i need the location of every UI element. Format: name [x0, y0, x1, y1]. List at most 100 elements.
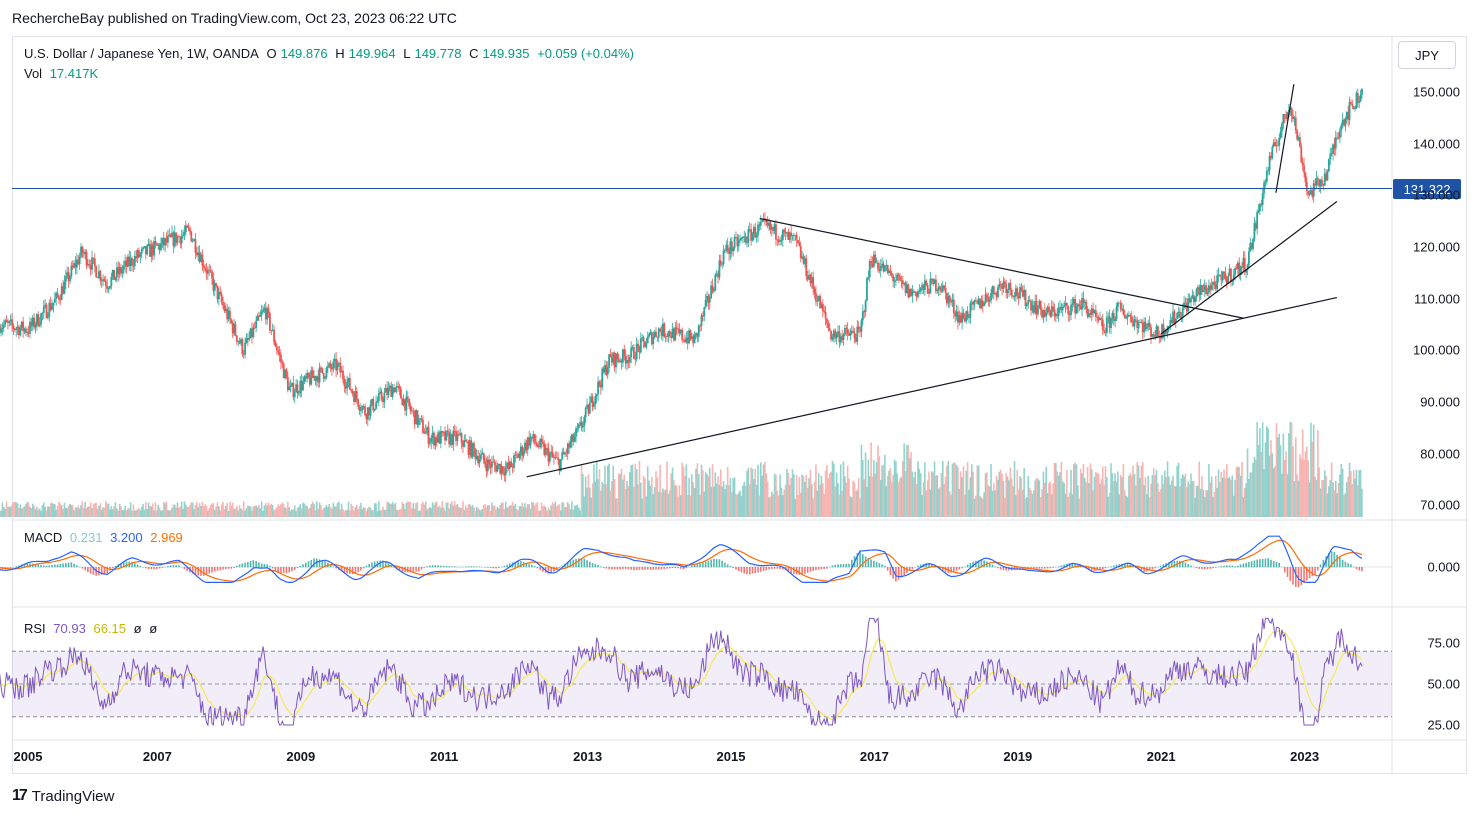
candle-body — [863, 311, 866, 313]
macd-histogram-bar — [602, 567, 605, 568]
volume-bar — [539, 510, 541, 517]
volume-bar — [1266, 426, 1268, 517]
macd-histogram-bar — [586, 560, 588, 568]
macd-histogram-bar — [40, 565, 42, 568]
volume-bar — [732, 478, 735, 517]
vol-label[interactable]: Vol — [24, 66, 43, 81]
macd-histogram-bar — [848, 563, 850, 568]
candle-body — [1359, 94, 1362, 102]
candle-body — [383, 392, 386, 403]
candle-body — [1355, 93, 1358, 109]
volume-bar — [241, 509, 244, 517]
candle-body — [1354, 108, 1356, 110]
candle-body — [166, 235, 169, 243]
macd-histogram-bar — [1123, 563, 1126, 568]
symbol-title[interactable]: U.S. Dollar / Japanese Yen, 1W, OANDA — [24, 46, 259, 61]
volume-bar — [426, 509, 428, 517]
macd-histogram-bar — [1030, 567, 1032, 569]
candle-body — [328, 363, 331, 367]
candle-body — [1299, 137, 1301, 147]
volume-bar — [1279, 445, 1282, 517]
volume-bar — [560, 510, 562, 517]
candle-body — [504, 467, 507, 476]
volume-bar — [782, 495, 784, 517]
macd-histogram-bar — [779, 567, 781, 569]
volume-bar — [543, 505, 546, 517]
volume-bar — [856, 489, 859, 517]
volume-bar — [1235, 466, 1238, 517]
macd-label[interactable]: MACD — [24, 530, 63, 545]
candle-body — [52, 302, 55, 307]
volume-bar — [980, 497, 983, 517]
macd-histogram-bar — [1143, 567, 1145, 572]
volume-bar — [1061, 481, 1064, 517]
candle-body — [604, 365, 606, 373]
macd-histogram-bar — [222, 567, 224, 570]
macd-histogram-bar — [1088, 567, 1090, 570]
candle-body — [537, 446, 540, 448]
candle-body — [435, 437, 438, 443]
macd-histogram-bar — [616, 567, 619, 570]
volume-bar — [1143, 484, 1145, 517]
candle-body — [542, 441, 544, 444]
macd-histogram-bar — [445, 565, 448, 568]
volume-bar — [957, 467, 959, 517]
candle-body — [1259, 203, 1261, 212]
candle-body — [627, 359, 630, 363]
candle-body — [53, 298, 56, 303]
volume-bar — [504, 501, 507, 517]
candle-body — [1265, 171, 1268, 182]
candle-body — [1052, 306, 1054, 310]
volume-bar — [474, 510, 477, 517]
candle-body — [1235, 268, 1238, 269]
macd-histogram-bar — [233, 567, 235, 568]
candle-body — [0, 324, 1, 333]
candle-body — [941, 285, 944, 292]
volume-bar — [925, 490, 928, 517]
volume-bar — [1158, 491, 1161, 517]
candle-body — [224, 308, 227, 312]
volume-bar — [469, 504, 471, 517]
volume-bar — [907, 445, 910, 517]
candle-body — [1358, 101, 1361, 103]
candle-body — [666, 336, 668, 338]
volume-bar — [799, 492, 802, 517]
candle-body — [761, 220, 764, 222]
candle-body — [329, 363, 332, 368]
candle-body — [992, 286, 995, 295]
candle-body — [860, 320, 863, 332]
macd-histogram-bar — [451, 566, 453, 568]
candle-body — [486, 459, 489, 472]
volume-bar — [773, 473, 776, 517]
volume-bar — [245, 507, 248, 517]
volume-bar — [655, 471, 657, 517]
candle-body — [82, 253, 85, 255]
macd-histogram-bar — [1019, 567, 1021, 570]
candle-body — [1322, 183, 1325, 186]
candle-body — [485, 464, 488, 472]
currency-button[interactable]: JPY — [1398, 41, 1456, 69]
macd-histogram-bar — [186, 567, 188, 571]
candle-body — [937, 286, 940, 291]
rsi-label[interactable]: RSI — [24, 621, 46, 636]
candle-body — [415, 410, 417, 425]
macd-histogram-bar — [875, 561, 878, 568]
tradingview-branding[interactable]: 17 TradingView — [12, 787, 114, 805]
volume-bar — [240, 508, 242, 517]
volume-bar — [1290, 422, 1293, 517]
volume-bar — [45, 510, 48, 517]
volume-bar — [943, 483, 945, 517]
volume-bar — [904, 470, 907, 517]
volume-bar — [33, 506, 35, 517]
candle-body — [690, 336, 693, 339]
candle-body — [981, 300, 984, 307]
volume-bar — [456, 504, 459, 517]
volume-bar — [142, 503, 144, 517]
volume-bar — [758, 495, 761, 517]
macd-histogram-bar — [1261, 558, 1264, 568]
macd-histogram-bar — [122, 561, 125, 568]
candle-body — [88, 264, 91, 266]
candle-body — [191, 240, 194, 242]
volume-bar — [226, 502, 228, 517]
